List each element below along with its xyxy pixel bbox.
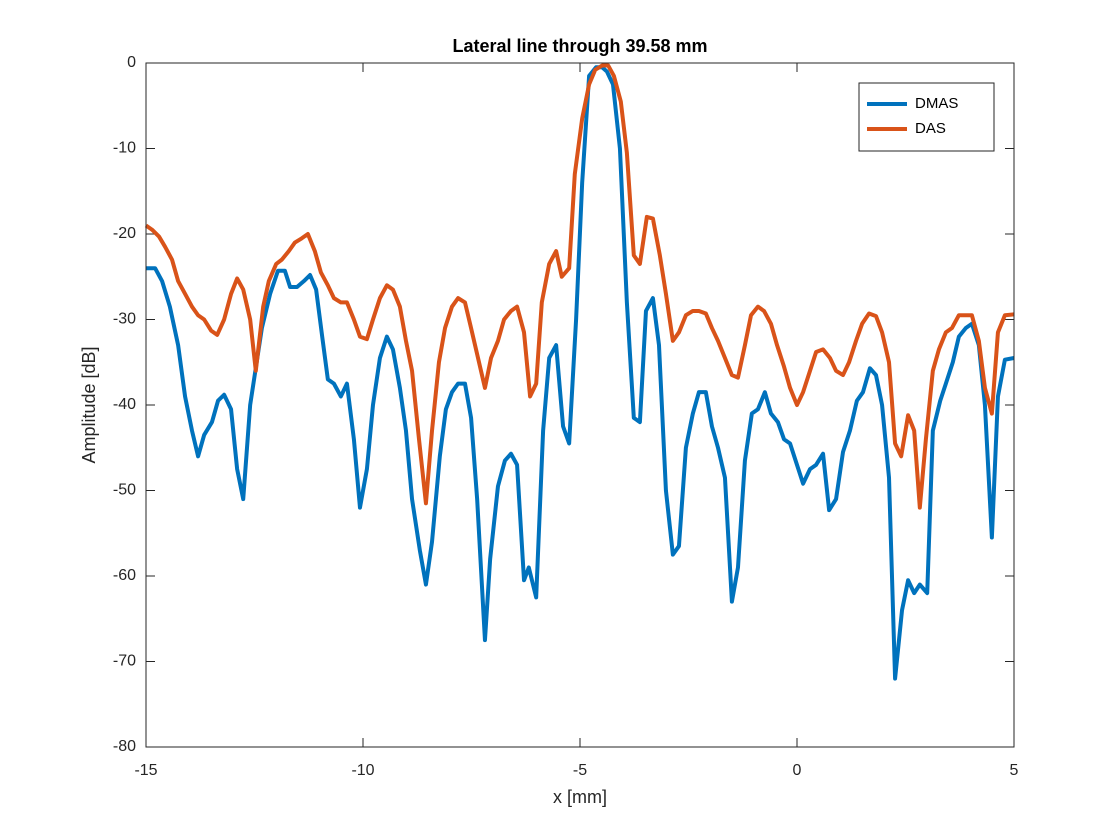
y-tick-label: -80 [113, 738, 136, 755]
y-axis-label: Amplitude [dB] [79, 346, 99, 463]
legend-label: DMAS [915, 95, 958, 112]
x-tick-label: 0 [793, 762, 802, 779]
y-tick-label: -50 [113, 482, 136, 499]
x-tick-label: -15 [134, 762, 157, 779]
x-tick-label: -10 [351, 762, 374, 779]
y-tick-label: -60 [113, 567, 136, 584]
x-axis-label: x [mm] [553, 787, 607, 807]
series-line [146, 65, 1015, 681]
chart-title: Lateral line through 39.58 mm [452, 36, 707, 56]
axes-box [145, 62, 1015, 748]
y-tick-label: -40 [113, 396, 136, 413]
y-tick-label: -30 [113, 311, 136, 328]
x-tick-label: -5 [573, 762, 587, 779]
series-line [144, 63, 1015, 510]
legend-box [858, 82, 995, 152]
y-tick-label: -10 [113, 140, 136, 157]
legend-label: DAS [915, 120, 946, 137]
y-tick-label: -20 [113, 225, 136, 242]
x-tick-label: 5 [1010, 762, 1019, 779]
y-tick-label: -70 [113, 653, 136, 670]
y-tick-label: 0 [127, 54, 136, 71]
plot-area [146, 63, 1014, 747]
